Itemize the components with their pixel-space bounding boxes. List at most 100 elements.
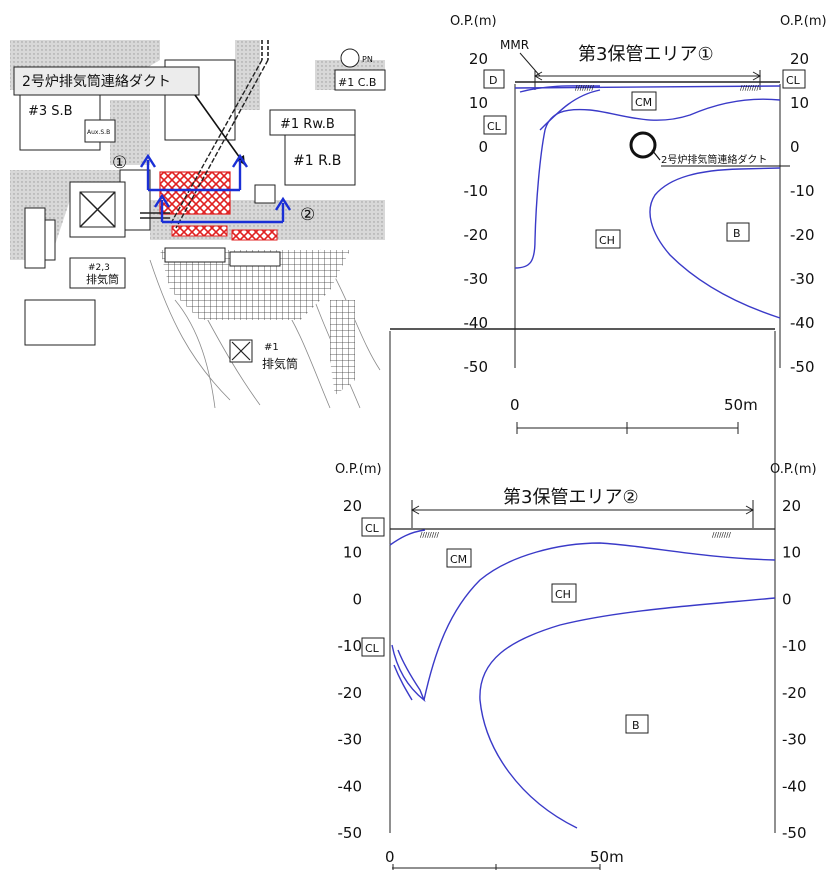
s1-zone-cl-left-box [483, 115, 507, 135]
section1-tick-l-6: -40 [464, 314, 489, 332]
s1-zone-cl-right: CL [786, 74, 801, 87]
section2-tick-l-2: 0 [352, 590, 362, 608]
section1-tick-l-2: 0 [478, 138, 488, 156]
section1-tick-r-0: 20 [790, 50, 809, 68]
section2-tick-l-0: 20 [343, 497, 362, 515]
area-west-strip [110, 100, 150, 165]
cross-section-1: O.P.(m) O.P.(m) 20 20 10 10 0 0 -10 -10 -20 -20 -3… [450, 14, 827, 434]
stack23-label-box [69, 257, 126, 289]
section-arrows [139, 153, 292, 224]
grid-area [160, 250, 350, 320]
section1-tick-l-7: -50 [464, 358, 489, 376]
s2-line-b [479, 597, 776, 829]
s2-zone-ch: CH [555, 588, 571, 601]
section1-tick-l-3: -10 [464, 182, 489, 200]
s2-unit-left: O.P.(m) [335, 462, 382, 477]
s1-x-end: 50m [724, 396, 758, 414]
s2-frame [389, 331, 776, 833]
s2-hatch-a: //////// [420, 531, 440, 539]
section2-tick-l-4: -20 [338, 684, 363, 702]
s1-title-bg [570, 38, 720, 66]
section1-tick-l-5: -30 [464, 270, 489, 288]
s1-scale-bar [516, 422, 739, 434]
section1-tick-r-1: 10 [790, 94, 809, 112]
pn-label: PN [362, 55, 373, 64]
site-map: #3 S.B Aux.S.B #1 Rw.B #1 R.B #1 C.B PN … [10, 40, 386, 410]
s2-line-cl-left2 [393, 664, 413, 701]
s1-zone-cm-box [631, 91, 657, 111]
building-sw [24, 299, 96, 346]
section2-tick-l-3: -10 [338, 637, 363, 655]
s1-zone-ch-box [595, 229, 621, 249]
s1-zone-cm: CM [635, 96, 652, 109]
s1-line-d [519, 85, 601, 93]
s1-mmr-leader [519, 52, 541, 77]
s1-duct-label: 2号炉排気筒連絡ダクト [661, 153, 767, 166]
section2-tick-r-0: 20 [782, 497, 801, 515]
duct-diagonal [169, 59, 269, 229]
section2-tick-r-2: 0 [782, 590, 792, 608]
section1-tick-l-4: -20 [464, 226, 489, 244]
section1-tick-r-5: -30 [790, 270, 815, 288]
s2-unit-right: O.P.(m) [770, 462, 817, 477]
building-c1-label: #1 C.B [338, 76, 376, 89]
s2-dim-arrows [410, 505, 755, 515]
building-small-2 [254, 184, 276, 204]
duct-callout-text: 2号炉排気筒連絡ダクト [22, 73, 171, 90]
arrow-1a-head [139, 153, 157, 168]
stack1-name: 排気筒 [262, 356, 298, 371]
s1-duct-leader [651, 149, 661, 161]
storage-area-3 [231, 229, 278, 241]
s1-mmr-label: MMR [500, 38, 529, 52]
building-rwb1-label: #1 Rw.B [280, 117, 335, 132]
arrow-2a-head [153, 193, 171, 208]
s2-x-end: 50m [590, 848, 624, 866]
storage-area-2 [171, 225, 228, 237]
s2-line-ch [423, 542, 776, 701]
marker-2: ② [300, 205, 315, 225]
s1-line-cl [539, 89, 601, 131]
section1-tick-r-7: -50 [790, 358, 815, 376]
s1-zone-b-box [726, 222, 750, 242]
callout-leader [194, 94, 246, 166]
s2-hatch-b: //////// [712, 531, 732, 539]
stack23-num: #2,3 [88, 263, 110, 273]
s2-zone-cm: CM [450, 553, 467, 566]
section2-tick-r-5: -30 [782, 731, 807, 749]
s1-zone-cl-right-box [782, 69, 806, 89]
s2-scale-bar [392, 864, 601, 870]
s1-tick-labels: 20 20 10 10 0 0 -10 -10 -20 -20 -30 -30 -40 -40 -50 -50 [464, 50, 815, 376]
s2-zone-cl-left-box [361, 637, 385, 657]
s2-area-title: 第3保管エリア② [503, 487, 639, 508]
s1-unit-right: O.P.(m) [780, 14, 827, 29]
s1-area-title: 第3保管エリア① [578, 44, 714, 65]
s2-line-cl-top [389, 529, 426, 546]
s2-zone-ch-box [551, 583, 577, 603]
s2-zone-cl-top: CL [365, 522, 380, 535]
s1-frame [514, 84, 781, 368]
cross-section-2: O.P.(m) O.P.(m) 20 20 10 10 0 0 -10 -10 -20 -20 -3… [335, 328, 817, 866]
section1-tick-r-4: -20 [790, 226, 815, 244]
s2-line-cl-left [391, 644, 426, 703]
s2-title-bg [495, 482, 645, 508]
s1-line-surface [514, 85, 781, 89]
section2-tick-l-1: 10 [343, 544, 362, 562]
duct-west [140, 212, 170, 219]
section1-tick-r-3: -10 [790, 182, 815, 200]
section2-tick-r-4: -20 [782, 684, 807, 702]
s1-x-start: 0 [510, 396, 520, 414]
stack23-name: 排気筒 [86, 272, 119, 286]
s1-zone-cl-left: CL [487, 120, 502, 133]
pn-circle [340, 48, 360, 68]
s1-boundaries [514, 85, 781, 319]
s1-zone-ch: CH [599, 234, 615, 247]
building-aux [84, 119, 116, 143]
arrow-1b-head [231, 153, 249, 168]
s1-zone-d-box [483, 69, 505, 89]
section2-tick-r-3: -10 [782, 637, 807, 655]
s2-zone-b-box [625, 714, 649, 734]
s1-line-ch [514, 98, 781, 269]
building-strip-1 [164, 247, 226, 263]
building-c1 [334, 69, 386, 91]
